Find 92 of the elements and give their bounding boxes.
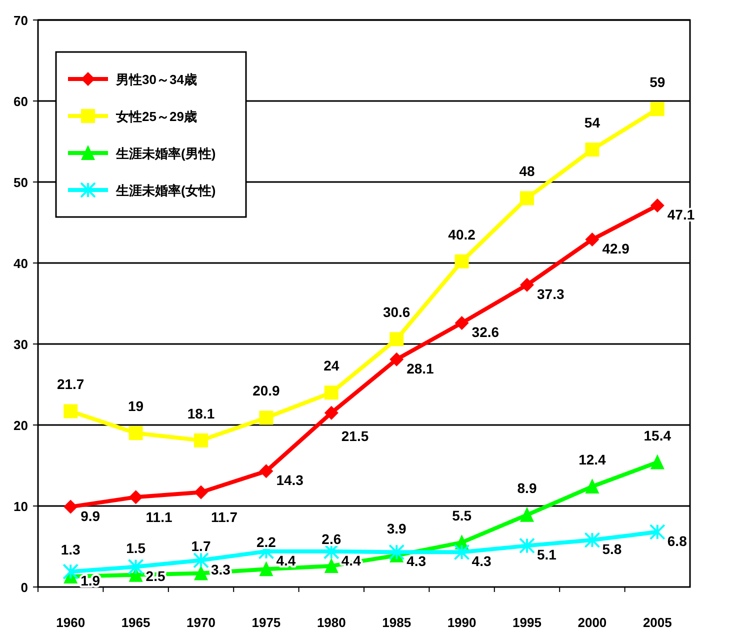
legend-label: 生涯未婚率(男性) (115, 146, 216, 161)
point (388, 544, 405, 560)
point (585, 142, 600, 157)
point (454, 316, 469, 330)
y-tick-label: 20 (14, 418, 28, 433)
legend-label: 女性25～29歳 (115, 109, 197, 124)
data-label: 3.9 (386, 520, 407, 536)
y-tick-label: 30 (14, 337, 28, 352)
data-label: 4.4 (276, 552, 296, 568)
x-tick-label: 1960 (56, 615, 86, 630)
point (390, 352, 404, 366)
point (650, 102, 664, 116)
point (520, 191, 534, 206)
data-label: 1.5 (126, 540, 146, 556)
data-label: 2.2 (256, 534, 276, 550)
data-label: 4.4 (341, 552, 362, 568)
data-label: 12.4 (578, 452, 606, 468)
point (194, 485, 208, 500)
point (324, 558, 338, 573)
data-label: 1.7 (191, 538, 211, 554)
point (390, 332, 404, 346)
point (62, 564, 79, 580)
point (194, 565, 208, 580)
data-label: 11.7 (211, 509, 238, 525)
x-tick-label: 1980 (316, 615, 346, 630)
point (64, 500, 78, 514)
data-label: 21.7 (56, 376, 84, 392)
x-tick-label: 2005 (642, 615, 672, 630)
point (128, 490, 143, 504)
point (584, 532, 600, 548)
data-label: 1.3 (60, 541, 81, 558)
data-label: 48 (519, 163, 535, 180)
point (128, 426, 143, 440)
data-label: 5.5 (452, 507, 472, 524)
data-label: 40.2 (448, 226, 476, 242)
x-tick-label: 1995 (512, 615, 542, 630)
y-tick-label: 60 (14, 94, 28, 109)
point (650, 198, 664, 212)
data-label: 59 (650, 74, 666, 90)
data-label: 5.1 (537, 546, 557, 563)
point (520, 506, 534, 522)
data-label: 24 (324, 358, 340, 374)
x-tick-label: 1975 (252, 615, 281, 630)
point (64, 404, 78, 418)
x-tick-label: 1965 (121, 615, 150, 630)
data-label: 37.3 (537, 286, 564, 302)
y-tick-label: 70 (14, 13, 28, 28)
point (324, 406, 338, 420)
legend-label: 生涯未婚率(女性) (115, 183, 216, 198)
x-tick-label: 1990 (447, 615, 476, 630)
data-label: 8.9 (517, 480, 537, 496)
data-label: 4.3 (406, 553, 426, 570)
point (128, 558, 144, 575)
data-label: 14.3 (276, 472, 304, 488)
x-tick-label: 1985 (382, 615, 412, 630)
data-label: 54 (584, 114, 600, 131)
point (259, 410, 274, 425)
data-label: 15.4 (644, 427, 672, 444)
point (193, 552, 209, 568)
data-label: 32.6 (472, 324, 500, 340)
point (585, 232, 600, 247)
point (454, 254, 469, 268)
point (259, 464, 274, 478)
data-label: 6.8 (667, 532, 688, 549)
data-label: 11.1 (146, 509, 172, 525)
point (520, 278, 534, 292)
data-label: 42.9 (602, 240, 630, 257)
data-label: 30.6 (382, 304, 410, 320)
point (650, 454, 664, 470)
y-tick-label: 0 (20, 580, 28, 595)
data-label: 2.6 (322, 530, 342, 547)
point (194, 433, 208, 448)
point (649, 524, 666, 540)
point (454, 544, 470, 560)
data-label: 18.1 (187, 405, 215, 422)
data-label: 5.8 (602, 541, 622, 558)
x-tick-label: 1970 (186, 615, 216, 630)
point (519, 538, 535, 554)
legend-label: 男性30～34歳 (115, 72, 197, 87)
y-tick-label: 50 (14, 175, 28, 190)
point (324, 386, 338, 400)
point (585, 478, 600, 494)
y-tick-label: 10 (14, 499, 28, 514)
data-label: 20.9 (252, 382, 280, 399)
y-tick-label: 40 (14, 256, 28, 271)
data-label: 19 (128, 398, 144, 414)
data-label: 4.3 (472, 553, 492, 570)
data-label: 28.1 (406, 360, 434, 376)
point (259, 561, 274, 576)
data-label: 9.9 (80, 508, 100, 524)
data-label: 21.5 (341, 428, 369, 444)
x-tick-label: 2000 (578, 615, 607, 630)
